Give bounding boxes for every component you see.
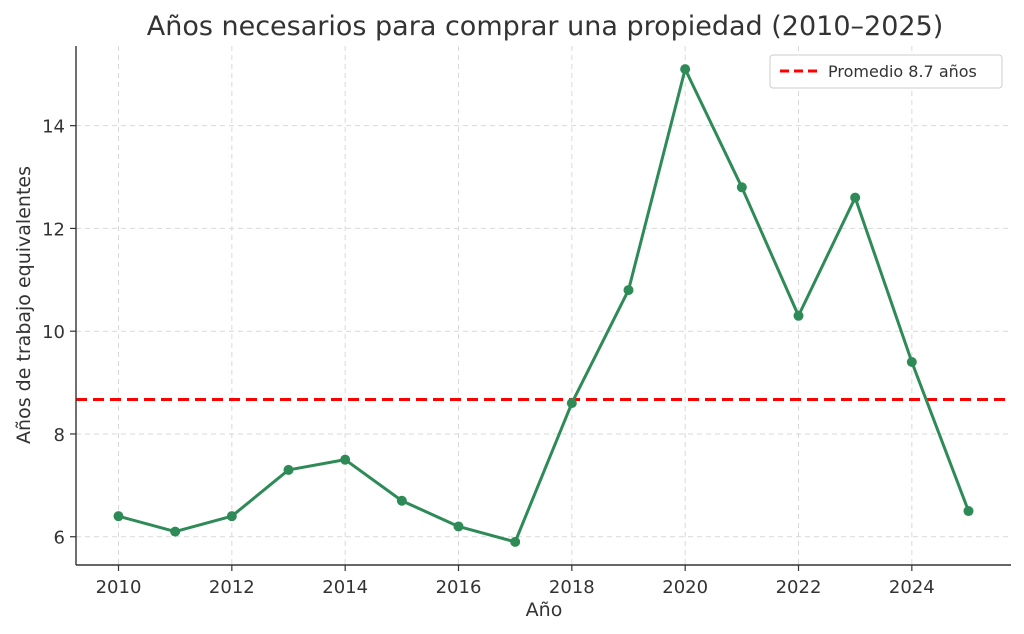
y-tick-label: 14 [42, 117, 65, 138]
x-tick-label: 2022 [776, 577, 822, 598]
chart-title: Años necesarios para comprar una propied… [147, 11, 944, 42]
data-point [736, 182, 747, 193]
data-point [623, 285, 634, 296]
x-tick-label: 2018 [549, 577, 595, 598]
series-layer [113, 64, 974, 547]
data-point [850, 192, 861, 203]
data-point [396, 495, 407, 506]
axes [70, 46, 1011, 571]
legend-label-average: Promedio 8.7 años [828, 62, 977, 81]
y-tick-label: 10 [42, 322, 65, 343]
data-point [963, 506, 974, 517]
y-axis-label: Años de trabajo equivalentes [13, 166, 35, 444]
y-tick-label: 6 [54, 528, 65, 549]
tick-labels: 2010 2012 2014 2016 2018 2020 2022 2024 6 8 10 12 14 [42, 117, 935, 598]
data-point [340, 454, 351, 465]
data-point [170, 526, 181, 537]
y-tick-label: 8 [54, 425, 65, 446]
legend-box [769, 54, 1003, 89]
data-point [906, 357, 917, 368]
x-tick-label: 2012 [209, 577, 255, 598]
legend: Promedio 8.7 años [769, 54, 1003, 89]
data-point [113, 511, 124, 522]
data-point [226, 511, 237, 522]
grid [76, 46, 1011, 565]
x-tick-label: 2014 [322, 577, 368, 598]
data-point [283, 464, 294, 475]
data-point [680, 64, 691, 75]
data-point [566, 398, 577, 409]
x-tick-label: 2024 [889, 577, 935, 598]
x-axis-label: Año [526, 599, 563, 621]
y-tick-label: 12 [42, 219, 65, 240]
data-point [453, 521, 464, 532]
x-tick-label: 2016 [436, 577, 482, 598]
series-line [118, 67, 970, 544]
x-tick-label: 2010 [96, 577, 142, 598]
data-point [793, 310, 804, 321]
data-point [510, 536, 521, 547]
x-tick-label: 2020 [662, 577, 708, 598]
